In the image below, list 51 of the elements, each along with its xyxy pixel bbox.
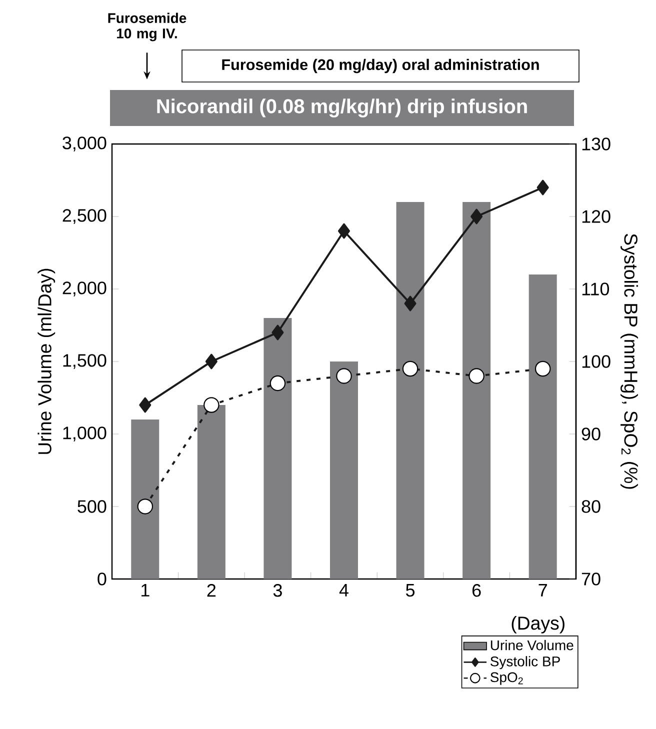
bar bbox=[528, 274, 557, 579]
point bbox=[336, 368, 352, 384]
point bbox=[204, 397, 220, 413]
text: Furosemide 10 mg IV. bbox=[108, 12, 186, 42]
point bbox=[137, 498, 154, 514]
y-tick-label: 3,000 bbox=[62, 136, 106, 152]
bar bbox=[396, 202, 424, 579]
y2-tick-label: 100 bbox=[582, 355, 610, 368]
x-tick-label: 3 bbox=[273, 584, 282, 597]
point bbox=[139, 397, 152, 413]
y2-tick-label: 90 bbox=[582, 428, 600, 440]
y-tick-label: 1,000 bbox=[63, 426, 106, 442]
y-tick-label: 500 bbox=[78, 500, 106, 513]
point bbox=[272, 324, 284, 340]
bar bbox=[131, 419, 160, 579]
y-tick-label: 0 bbox=[98, 572, 106, 586]
text: Furosemide (20 mg/day) oral administration bbox=[222, 58, 539, 74]
bar bbox=[264, 318, 292, 579]
legend-label: Systolic BP bbox=[490, 656, 560, 670]
y2-tick-label: 70 bbox=[582, 572, 600, 586]
point bbox=[205, 354, 218, 370]
point bbox=[270, 375, 286, 392]
y-tick-label: 1,500 bbox=[63, 354, 106, 369]
y2-tick-label: 80 bbox=[582, 500, 600, 513]
x-tick-label: 7 bbox=[538, 584, 547, 596]
point bbox=[534, 360, 551, 377]
x-axis-title: (Days) bbox=[512, 616, 564, 634]
y-tick-label: 2,000 bbox=[62, 282, 106, 296]
bar bbox=[462, 202, 491, 579]
text: Nicorandil (0.08 mg/kg/hr) drip infusion bbox=[157, 98, 527, 118]
point bbox=[402, 360, 418, 377]
point bbox=[536, 180, 549, 196]
y2-tick-label: 120 bbox=[582, 210, 610, 223]
bar bbox=[330, 362, 358, 579]
y2-tick-label: 130 bbox=[582, 138, 610, 150]
legend-label: SpO$_{2}$ bbox=[490, 672, 523, 685]
bar bbox=[197, 405, 226, 579]
point bbox=[338, 223, 350, 239]
y2-axis-title: Systolic BP (mmHg), SpO$_{2}$ (%) bbox=[620, 234, 638, 489]
y2-tick-label: 110 bbox=[582, 282, 610, 296]
point bbox=[468, 368, 484, 384]
x-tick-label: 5 bbox=[406, 584, 415, 597]
x-tick-label: 6 bbox=[472, 584, 481, 597]
x-tick-label: 2 bbox=[207, 584, 216, 597]
point bbox=[470, 208, 483, 224]
legend-label: Urine Volume bbox=[490, 640, 574, 650]
y-tick-label: 2,500 bbox=[62, 209, 106, 224]
point bbox=[404, 296, 416, 312]
y-axis-title: Urine Volume (ml/Day) bbox=[38, 268, 56, 454]
x-tick-label: 4 bbox=[339, 584, 348, 596]
x-tick-label: 1 bbox=[142, 584, 150, 596]
